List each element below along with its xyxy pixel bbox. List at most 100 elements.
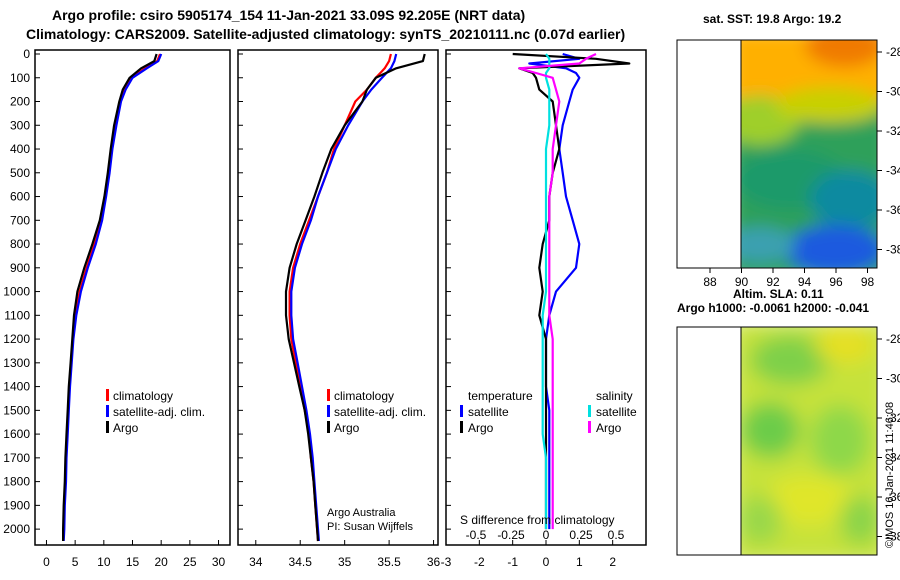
s-tick-label: 0 [543, 528, 550, 542]
depth-tick-label: 1100 [4, 308, 30, 322]
depth-tick-label: 900 [10, 261, 30, 275]
salinity-panel [237, 49, 439, 546]
x-tick-label: 30 [212, 555, 226, 569]
depth-tick-label: 1800 [3, 475, 30, 489]
s-tick-label: -0.5 [466, 528, 487, 542]
s-tick-label: -0.25 [497, 528, 525, 542]
depth-tick-label: 1600 [3, 427, 30, 441]
diff-line-salinity-satellite [541, 53, 551, 530]
lat-tick-label: -34 [886, 164, 900, 178]
s-tick-label: 0.5 [608, 528, 625, 542]
x-tick-label: 20 [154, 555, 168, 569]
legend-temperature: temperature [468, 389, 533, 403]
x-tick-label: 25 [183, 555, 197, 569]
depth-tick-label: 400 [10, 142, 30, 156]
depth-tick-label: 600 [10, 190, 30, 204]
depth-tick-label: 1200 [3, 332, 30, 346]
depth-tick-label: 1400 [3, 380, 30, 394]
lon-tick-label: 88 [703, 275, 717, 289]
x-tick-label: 34.5 [289, 555, 313, 569]
x-tick-label: 5 [72, 555, 79, 569]
s-tick-label: 0.25 [569, 528, 593, 542]
sla-map [676, 326, 878, 556]
depth-tick-label: 2000 [3, 522, 30, 536]
x-tick-label: 10 [97, 555, 111, 569]
legend-temp-satellite: satellite [468, 405, 509, 419]
diff-line-salinity-argo [518, 53, 597, 530]
x-tick-label: -2 [474, 555, 485, 569]
depth-tick-label: 200 [10, 95, 30, 109]
lat-tick-label: -32 [886, 411, 900, 425]
lon-tick-label: 90 [735, 275, 749, 289]
lat-tick-label: -36 [886, 490, 900, 504]
series-line-climatology [288, 53, 392, 542]
x-tick-label: 36 [427, 555, 441, 569]
depth-tick-label: 1300 [3, 356, 30, 370]
legend-swatch-temp-satellite [460, 405, 463, 417]
legend-swatch-satellite-s [327, 405, 330, 417]
lon-tick-label: 98 [861, 275, 875, 289]
lat-tick-label: -30 [886, 372, 900, 386]
header-line-2: Climatology: CARS2009. Satellite-adjuste… [26, 26, 626, 42]
salinity-legend: climatology satellite-adj. clim. Argo [327, 389, 426, 435]
legend-swatch-temp-argo [460, 421, 463, 433]
imos-stamp: ©IMOS 16-Jan-2021 11:46:08 [884, 402, 896, 548]
legend-satellite-adj-s: satellite-adj. clim. [334, 405, 426, 419]
depth-tick-label: 1000 [3, 285, 30, 299]
lon-tick-label: 92 [766, 275, 780, 289]
credit-line-2: PI: Susan Wijffels [327, 521, 413, 533]
legend-swatch-argo-s [327, 421, 330, 433]
lat-tick-label: -30 [886, 85, 900, 99]
lat-tick-label: -34 [886, 451, 900, 465]
x-tick-label: -1 [507, 555, 518, 569]
depth-tick-label: 100 [10, 71, 30, 85]
temperature-legend: climatology satellite-adj. clim. Argo [106, 389, 205, 435]
diff-xlabel: S difference from climatology [460, 513, 615, 527]
lat-tick-label: -38 [886, 243, 900, 257]
x-tick-label: 15 [126, 555, 140, 569]
depth-tick-label: 1700 [3, 451, 30, 465]
x-tick-label: 0 [43, 555, 50, 569]
lat-tick-label: -32 [886, 124, 900, 138]
x-tick-label: -3 [441, 555, 452, 569]
lon-tick-label: 96 [829, 275, 843, 289]
diff-line-temperature-argo [512, 52, 631, 530]
x-tick-label: 1 [576, 555, 583, 569]
legend-climatology-s: climatology [334, 389, 394, 403]
sst-map-title: sat. SST: 19.8 Argo: 19.2 [703, 12, 842, 26]
series-line-argo [284, 53, 426, 542]
x-tick-label: 35.5 [377, 555, 401, 569]
series-line-argo [61, 53, 158, 541]
difference-legend: temperature salinity satellite Argo sate… [460, 389, 637, 435]
lat-tick-label: -38 [886, 530, 900, 544]
legend-argo-s: Argo [334, 421, 360, 435]
sla-map-title-1: Altim. SLA: 0.11 [733, 287, 824, 301]
series-line-satellite-adj-clim- [290, 53, 398, 542]
legend-sal-satellite: satellite [596, 405, 637, 419]
x-tick-label: 35 [338, 555, 352, 569]
depth-tick-label: 1500 [3, 403, 30, 417]
legend-swatch-climatology-s [327, 389, 330, 401]
x-tick-label: 2 [609, 555, 616, 569]
depth-tick-label: 300 [10, 118, 30, 132]
legend-swatch-sal-argo [588, 421, 591, 433]
lat-tick-label: -28 [886, 45, 900, 59]
legend-swatch-sal-satellite [588, 405, 591, 417]
x-tick-label: 0 [543, 555, 550, 569]
depth-tick-label: 700 [10, 213, 30, 227]
header-line-1: Argo profile: csiro 5905174_154 11-Jan-2… [52, 7, 526, 23]
depth-tick-label: 800 [10, 237, 30, 251]
diff-line-temperature-satellite [528, 52, 581, 530]
legend-swatch-argo [106, 421, 109, 433]
credit-line-1: Argo Australia [327, 507, 396, 519]
lon-tick-label: 94 [798, 275, 812, 289]
depth-tick-label: 500 [10, 166, 30, 180]
legend-salinity: salinity [596, 389, 633, 403]
x-tick-label: 34 [249, 555, 263, 569]
legend-climatology: climatology [113, 389, 173, 403]
depth-tick-label: 0 [23, 47, 30, 61]
legend-swatch-climatology [106, 389, 109, 401]
lat-tick-label: -28 [886, 332, 900, 346]
legend-swatch-satellite [106, 405, 109, 417]
